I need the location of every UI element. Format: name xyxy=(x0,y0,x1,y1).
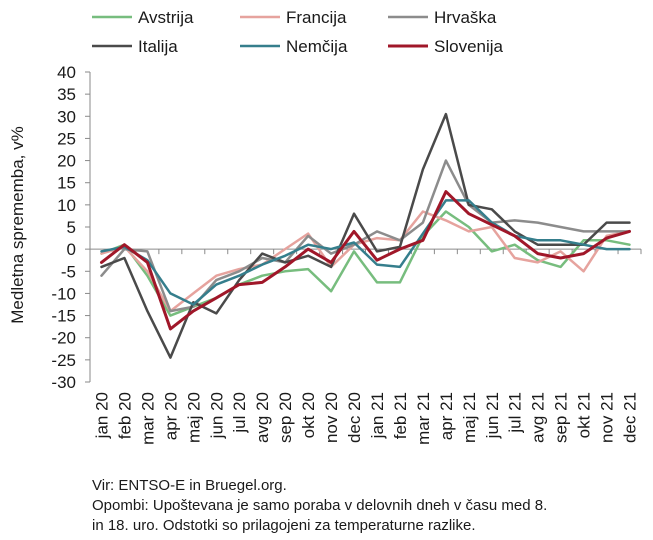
x-tick-label: nov 21 xyxy=(598,392,617,443)
x-tick-label: avg 20 xyxy=(253,392,272,443)
x-tick-label: apr 21 xyxy=(437,392,456,440)
series-line-3 xyxy=(100,112,631,359)
y-axis-title: Medletna sprememba, v% xyxy=(8,126,27,323)
y-tick-label: 20 xyxy=(57,152,76,171)
x-tick-label: maj 21 xyxy=(460,392,479,443)
x-tick-label: dec 21 xyxy=(621,392,640,443)
y-tick-label: 10 xyxy=(57,196,76,215)
y-tick-label: 5 xyxy=(67,218,76,237)
y-tick-label: 30 xyxy=(57,107,76,126)
y-tick-label: -5 xyxy=(61,262,76,281)
series-line-5 xyxy=(100,190,631,331)
x-tick-label: apr 20 xyxy=(161,392,180,440)
x-tick-label: feb 21 xyxy=(391,392,410,439)
y-tick-label: 0 xyxy=(67,240,76,259)
x-tick-label: mar 21 xyxy=(414,392,433,445)
y-tick-label: -30 xyxy=(51,373,76,392)
x-tick-label: nov 20 xyxy=(322,392,341,443)
x-tick-label: okt 21 xyxy=(575,392,594,438)
legend-label: Hrvaška xyxy=(434,8,497,27)
y-tick-label: -15 xyxy=(51,307,76,326)
x-tick-label: jul 20 xyxy=(230,392,249,434)
legend-label: Francija xyxy=(286,8,347,27)
x-tick-label: jul 21 xyxy=(506,392,525,434)
legend: Avstrija Francija Hrvaška Italija Nemčija Slo… xyxy=(92,8,504,56)
y-tick-label: -20 xyxy=(51,329,76,348)
note-line-2: in 18. uro. Odstotki so prilagojeni za t… xyxy=(92,517,476,534)
x-tick-label: sep 21 xyxy=(552,392,571,443)
series-line-0 xyxy=(100,210,631,317)
x-tick-label: jun 20 xyxy=(207,392,226,439)
x-axis: jan 20 feb 20 mar 20 apr 20 maj 20 jun 20 jul … xyxy=(89,248,642,445)
chart-notes: Vir: ENTSO-E in Bruegel.org. Opombi: Upo… xyxy=(92,476,647,536)
note-line-1: Opombi: Upoštevana je samo poraba v delo… xyxy=(92,497,548,514)
x-tick-label: jan 21 xyxy=(368,392,387,439)
x-tick-label: okt 20 xyxy=(299,392,318,438)
y-axis: 40 35 30 25 20 15 10 5 0 -5 -10 -15 -20 -25 -30 xyxy=(51,63,91,392)
legend-label: Slovenija xyxy=(434,37,504,56)
y-tick-label: 40 xyxy=(57,63,76,82)
series-lines xyxy=(100,112,631,359)
x-tick-label: jan 20 xyxy=(92,392,111,439)
y-tick-label: 25 xyxy=(57,129,76,148)
legend-label: Italija xyxy=(138,37,178,56)
y-tick-label: 35 xyxy=(57,85,76,104)
x-tick-label: mar 20 xyxy=(138,392,157,445)
series-line-4 xyxy=(100,199,631,306)
series-line-1 xyxy=(100,210,631,313)
y-tick-label: -25 xyxy=(51,351,76,370)
series-line-2 xyxy=(100,159,631,313)
x-tick-label: avg 21 xyxy=(529,392,548,443)
legend-label: Nemčija xyxy=(286,37,348,56)
y-tick-label: -10 xyxy=(51,284,76,303)
x-tick-label: jun 21 xyxy=(483,392,502,439)
x-tick-label: feb 20 xyxy=(115,392,134,439)
x-tick-label: dec 20 xyxy=(345,392,364,443)
y-tick-label: 15 xyxy=(57,174,76,193)
source-text: Vir: ENTSO-E in Bruegel.org. xyxy=(92,477,287,494)
legend-label: Avstrija xyxy=(138,8,194,27)
x-tick-label: maj 20 xyxy=(184,392,203,443)
x-tick-label: sep 20 xyxy=(276,392,295,443)
